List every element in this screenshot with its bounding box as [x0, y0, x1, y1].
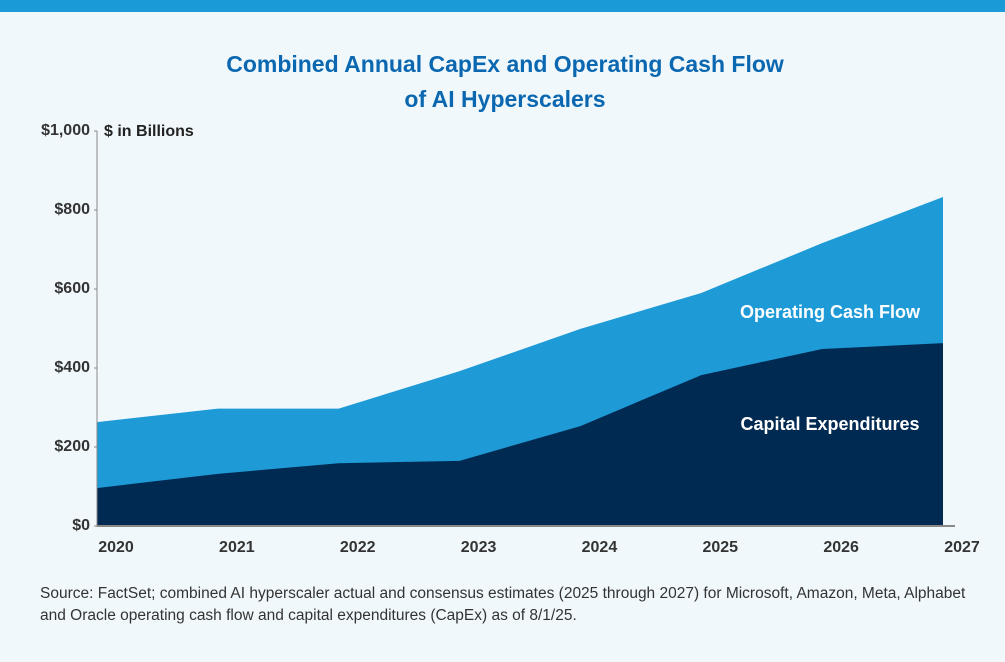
x-tick-label: 2024	[582, 539, 618, 556]
y-tick-label: $600	[54, 280, 90, 297]
x-tick-label: 2023	[461, 539, 497, 556]
chart: Combined Annual CapEx and Operating Cash…	[41, 51, 980, 556]
chart-title: of AI Hyperscalers	[404, 86, 605, 112]
x-tick-label: 2022	[340, 539, 376, 556]
y-tick-label: $800	[54, 201, 90, 218]
y-tick-label: $1,000	[41, 122, 90, 139]
series-label: Capital Expenditures	[740, 414, 919, 434]
x-tick-label: 2025	[702, 539, 738, 556]
x-tick-label: 2027	[944, 539, 980, 556]
x-tick-label: 2020	[98, 539, 134, 556]
y-axis-label: $ in Billions	[104, 123, 194, 140]
x-tick-label: 2021	[219, 539, 255, 556]
y-tick-label: $200	[54, 438, 90, 455]
series-label: Operating Cash Flow	[740, 302, 921, 322]
chart-title: Combined Annual CapEx and Operating Cash…	[226, 51, 784, 77]
y-tick-label: $0	[72, 517, 90, 534]
x-tick-label: 2026	[823, 539, 859, 556]
top-bar	[0, 0, 1005, 12]
y-tick-label: $400	[54, 359, 90, 376]
source-note: Source: FactSet; combined AI hyperscaler…	[40, 585, 966, 624]
area	[97, 343, 943, 526]
